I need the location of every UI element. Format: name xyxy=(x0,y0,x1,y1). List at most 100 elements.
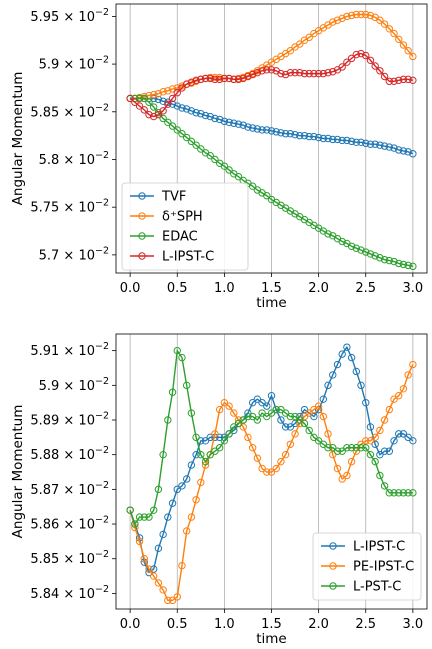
bottom-chart-point-l-pst-c xyxy=(187,409,196,417)
top-chart-point-tvf xyxy=(244,123,252,131)
bottom-chart-point-l-pst-c xyxy=(159,450,167,459)
top-chart-x-tick-label: 2.0 xyxy=(308,281,329,296)
top-chart-point-sph xyxy=(362,10,370,19)
top-chart-point-l-ipst-c xyxy=(371,62,379,70)
top-chart-point-edac xyxy=(234,172,243,181)
top-chart-point-tvf xyxy=(272,128,280,136)
bottom-chart-point-pe-ipst-c xyxy=(329,450,337,459)
top-chart-x-tick-label: 1.5 xyxy=(261,281,282,296)
top-chart-x-tick-label: 0.5 xyxy=(167,281,188,296)
bottom-chart-point-l-pst-c xyxy=(201,457,210,466)
bottom-chart-point-l-pst-c xyxy=(305,426,313,435)
bottom-chart-point-l-pst-c xyxy=(239,416,247,424)
top-chart-point-l-ipst-c xyxy=(263,66,271,74)
bottom-chart-point-l-pst-c xyxy=(390,489,398,497)
bottom-chart-point-pe-ipst-c xyxy=(225,402,233,410)
bottom-chart-point-l-ipst-c xyxy=(258,398,266,407)
top-chart-point-l-ipst-c xyxy=(239,74,247,83)
top-chart-point-sph xyxy=(286,47,295,55)
top-chart-y-axis-label: Angular Momentum xyxy=(10,72,26,206)
bottom-chart-point-l-pst-c xyxy=(225,430,233,438)
bottom-chart-point-l-ipst-c xyxy=(319,395,328,403)
bottom-chart-point-l-ipst-c xyxy=(178,482,186,490)
top-chart-point-l-ipst-c xyxy=(178,84,186,92)
bottom-chart-point-l-ipst-c xyxy=(333,360,342,369)
bottom-chart-point-pe-ipst-c xyxy=(286,440,295,448)
top-chart-y-tick-label: 5.9 × 10−2 xyxy=(39,55,109,73)
top-chart-point-tvf xyxy=(215,115,224,124)
top-chart-point-l-ipst-c xyxy=(404,75,412,84)
bottom-chart-point-l-ipst-c xyxy=(206,433,214,442)
bottom-chart-point-l-pst-c xyxy=(211,447,219,455)
top-chart-point-edac xyxy=(187,137,196,146)
top-chart-point-edac xyxy=(225,166,233,174)
bottom-chart-point-pe-ipst-c xyxy=(380,416,389,424)
bottom-chart-y-tick-label: 5.85 × 10−2 xyxy=(30,549,109,567)
bottom-chart-point-l-ipst-c xyxy=(399,430,408,438)
bottom-chart-point-pe-ipst-c xyxy=(135,537,144,546)
bottom-chart-legend-label: L-PST-C xyxy=(353,580,401,595)
bottom-chart-legend-label: L-IPST-C xyxy=(353,540,405,555)
top-chart-series-line-sph xyxy=(130,13,414,100)
top-chart-point-l-ipst-c xyxy=(390,77,398,85)
bottom-chart-point-l-pst-c xyxy=(168,388,177,396)
top-chart-point-l-ipst-c xyxy=(135,102,144,110)
bottom-chart-point-pe-ipst-c xyxy=(371,433,379,442)
top-chart-point-edac xyxy=(376,254,384,262)
bottom-chart-point-l-pst-c xyxy=(310,433,318,442)
top-chart-point-edac xyxy=(362,248,370,256)
top-chart-point-l-ipst-c xyxy=(182,80,191,88)
top-chart-point-l-ipst-c xyxy=(324,68,332,77)
top-chart-point-l-ipst-c xyxy=(173,89,181,97)
bottom-chart-point-l-ipst-c xyxy=(310,412,318,421)
top-chart-y-tick-label: 5.85 × 10−2 xyxy=(30,102,109,120)
bottom-chart-point-l-pst-c xyxy=(347,444,356,452)
top-chart-x-ticks: 0.0 0.5 1.0 1.5 2.0 2.5 3.0 xyxy=(120,273,423,296)
top-chart-point-l-ipst-c xyxy=(380,72,389,81)
top-chart-point-tvf xyxy=(329,135,337,144)
top-chart-point-l-ipst-c xyxy=(395,76,403,85)
top-chart-point-l-ipst-c xyxy=(357,49,365,58)
top-chart-point-l-ipst-c xyxy=(399,75,408,84)
bottom-chart-point-l-pst-c xyxy=(385,489,394,497)
top-chart-point-tvf xyxy=(239,121,247,129)
top-chart-point-sph xyxy=(357,10,365,19)
top-chart-point-edac xyxy=(357,246,365,254)
top-chart-legend-marker xyxy=(138,192,146,200)
top-chart-point-sph xyxy=(347,11,356,20)
bottom-chart-point-l-ipst-c xyxy=(395,430,403,438)
top-chart-point-edac xyxy=(206,151,214,160)
top-chart-point-l-ipst-c xyxy=(168,94,177,103)
top-chart-point-edac xyxy=(145,98,153,106)
top-chart-point-l-ipst-c xyxy=(187,78,196,86)
top-chart-legend-marker xyxy=(138,252,146,260)
top-chart-point-tvf xyxy=(385,143,394,151)
bottom-chart-point-l-ipst-c xyxy=(182,475,191,483)
top-chart-point-tvf xyxy=(333,135,342,144)
bottom-chart-point-l-pst-c xyxy=(267,409,276,417)
bottom-chart-point-l-pst-c xyxy=(319,440,328,448)
top-chart-point-edac xyxy=(182,133,191,142)
top-chart-point-sph xyxy=(154,89,163,98)
bottom-chart-point-l-ipst-c xyxy=(371,440,379,448)
bottom-chart-point-l-ipst-c xyxy=(159,530,167,539)
bottom-chart-point-l-pst-c xyxy=(248,412,257,421)
top-chart-point-sph xyxy=(366,11,375,20)
bottom-chart-x-ticks: 0.0 0.5 1.0 1.5 2.0 2.5 3.0 xyxy=(120,609,423,632)
bottom-chart-point-l-pst-c xyxy=(131,520,139,528)
top-chart-point-edac xyxy=(192,141,200,149)
bottom-chart-point-l-ipst-c xyxy=(390,437,398,445)
bottom-chart-point-l-pst-c xyxy=(230,423,238,431)
bottom-chart-point-l-pst-c xyxy=(206,450,214,459)
top-chart-point-l-ipst-c xyxy=(230,75,238,84)
bottom-chart-point-l-pst-c xyxy=(376,471,384,480)
bottom-chart-point-pe-ipst-c xyxy=(338,475,346,483)
bottom-chart-point-pe-ipst-c xyxy=(211,430,219,438)
top-chart-point-edac xyxy=(140,94,148,103)
top-chart-point-edac xyxy=(409,262,417,271)
bottom-chart-point-pe-ipst-c xyxy=(187,513,196,521)
top-chart-point-edac xyxy=(263,192,271,200)
top-chart-point-tvf xyxy=(380,142,389,150)
bottom-chart-point-pe-ipst-c xyxy=(182,527,191,535)
